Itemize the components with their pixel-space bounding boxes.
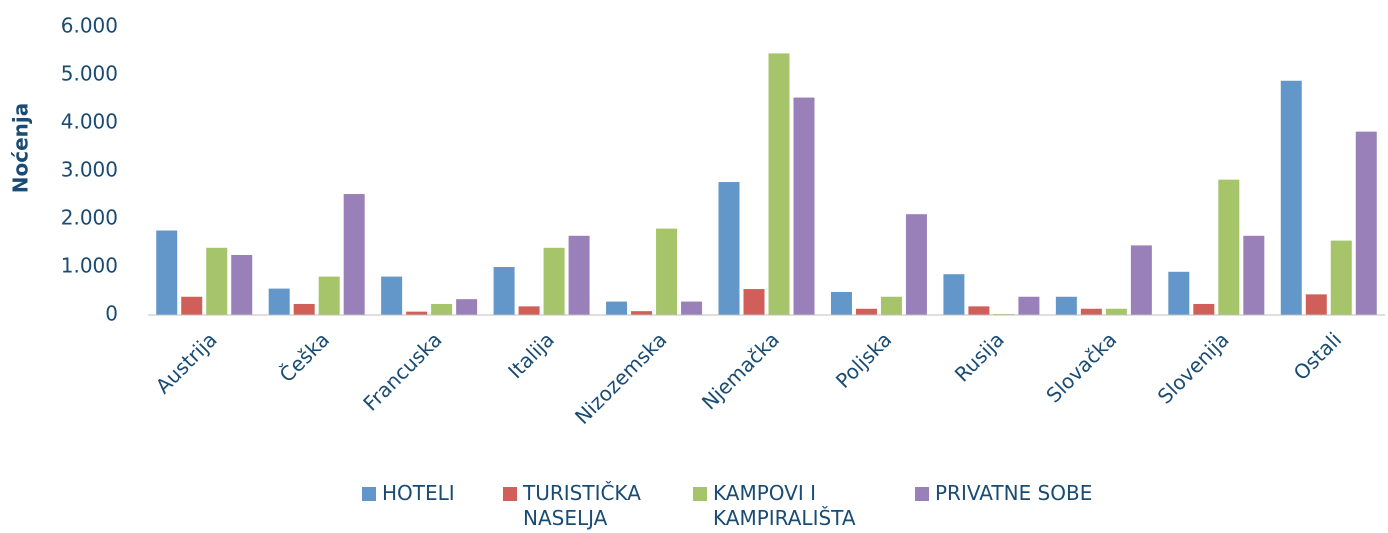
y-tick-label: 4.000 — [61, 110, 118, 134]
bar — [156, 230, 178, 315]
x-tick-label: Slovačka — [1041, 327, 1121, 407]
bar — [1130, 245, 1152, 315]
bar — [606, 301, 628, 315]
bar — [268, 288, 290, 315]
bar — [768, 53, 790, 316]
bar — [656, 228, 678, 315]
x-tick-label: Austrija — [151, 327, 222, 398]
bar — [568, 235, 590, 315]
x-tick-label: Slovenija — [1153, 327, 1234, 408]
bar — [381, 276, 403, 315]
bar — [681, 301, 703, 315]
bar — [493, 267, 515, 315]
legend-label: TURISTIČKA NASELJA — [523, 481, 641, 530]
bar — [1243, 235, 1265, 315]
bar — [431, 303, 453, 315]
bar — [1168, 271, 1190, 315]
x-tick-label: Češka — [275, 327, 335, 387]
bar — [743, 289, 765, 315]
bar — [1193, 303, 1215, 315]
bar — [318, 276, 340, 315]
bar — [1055, 296, 1077, 315]
bar — [880, 296, 902, 315]
y-tick-label: 3.000 — [61, 158, 118, 182]
bar — [1080, 308, 1102, 315]
y-tick-label: 6.000 — [61, 14, 118, 38]
bar — [1105, 308, 1127, 315]
bar — [406, 311, 428, 315]
x-tick-label: Francuska — [358, 327, 446, 415]
legend-item: PRIVATNE SOBE — [915, 481, 1155, 506]
bar — [456, 299, 478, 315]
bar — [343, 194, 365, 315]
legend-item: KAMPOVI I KAMPIRALIŠTA — [693, 481, 893, 531]
bar — [293, 303, 315, 315]
legend-label: PRIVATNE SOBE — [935, 481, 1093, 505]
x-tick-label: Italija — [503, 327, 559, 383]
legend-label: HOTELI — [382, 481, 455, 505]
bar — [1018, 296, 1040, 315]
y-tick-label: 2.000 — [61, 206, 118, 230]
bar — [1355, 131, 1377, 315]
bar — [1218, 179, 1240, 315]
bar — [543, 247, 565, 315]
bar — [943, 274, 965, 315]
y-tick-label: 0 — [105, 302, 118, 326]
bar — [631, 311, 653, 315]
legend-swatch — [362, 487, 376, 501]
x-tick-label: Rusija — [950, 327, 1009, 386]
bar — [181, 296, 203, 315]
bar — [793, 97, 815, 315]
bar — [905, 214, 927, 315]
bar — [518, 306, 540, 315]
bar — [206, 247, 228, 315]
bar — [231, 255, 253, 315]
y-tick-label: 5.000 — [61, 62, 118, 86]
legend-item: TURISTIČKA NASELJA — [503, 481, 663, 531]
y-axis-label: Noćenja — [9, 103, 33, 194]
bar — [830, 291, 852, 315]
bar — [855, 308, 877, 315]
legend-label: KAMPOVI I KAMPIRALIŠTA — [713, 481, 856, 530]
legend-item: HOTELI — [362, 481, 482, 506]
x-tick-label: Nizozemska — [570, 327, 671, 428]
bar — [1330, 240, 1352, 315]
bar — [718, 182, 740, 315]
legend-swatch — [503, 487, 517, 501]
bar — [968, 306, 990, 315]
legend-swatch — [915, 487, 929, 501]
bar — [1305, 294, 1327, 315]
x-tick-label: Njemačka — [697, 327, 784, 414]
x-tick-label: Ostali — [1289, 327, 1347, 385]
legend-swatch — [693, 487, 707, 501]
y-tick-label: 1.000 — [61, 254, 118, 278]
x-tick-label: Poljska — [831, 327, 896, 392]
bar — [1280, 80, 1302, 315]
